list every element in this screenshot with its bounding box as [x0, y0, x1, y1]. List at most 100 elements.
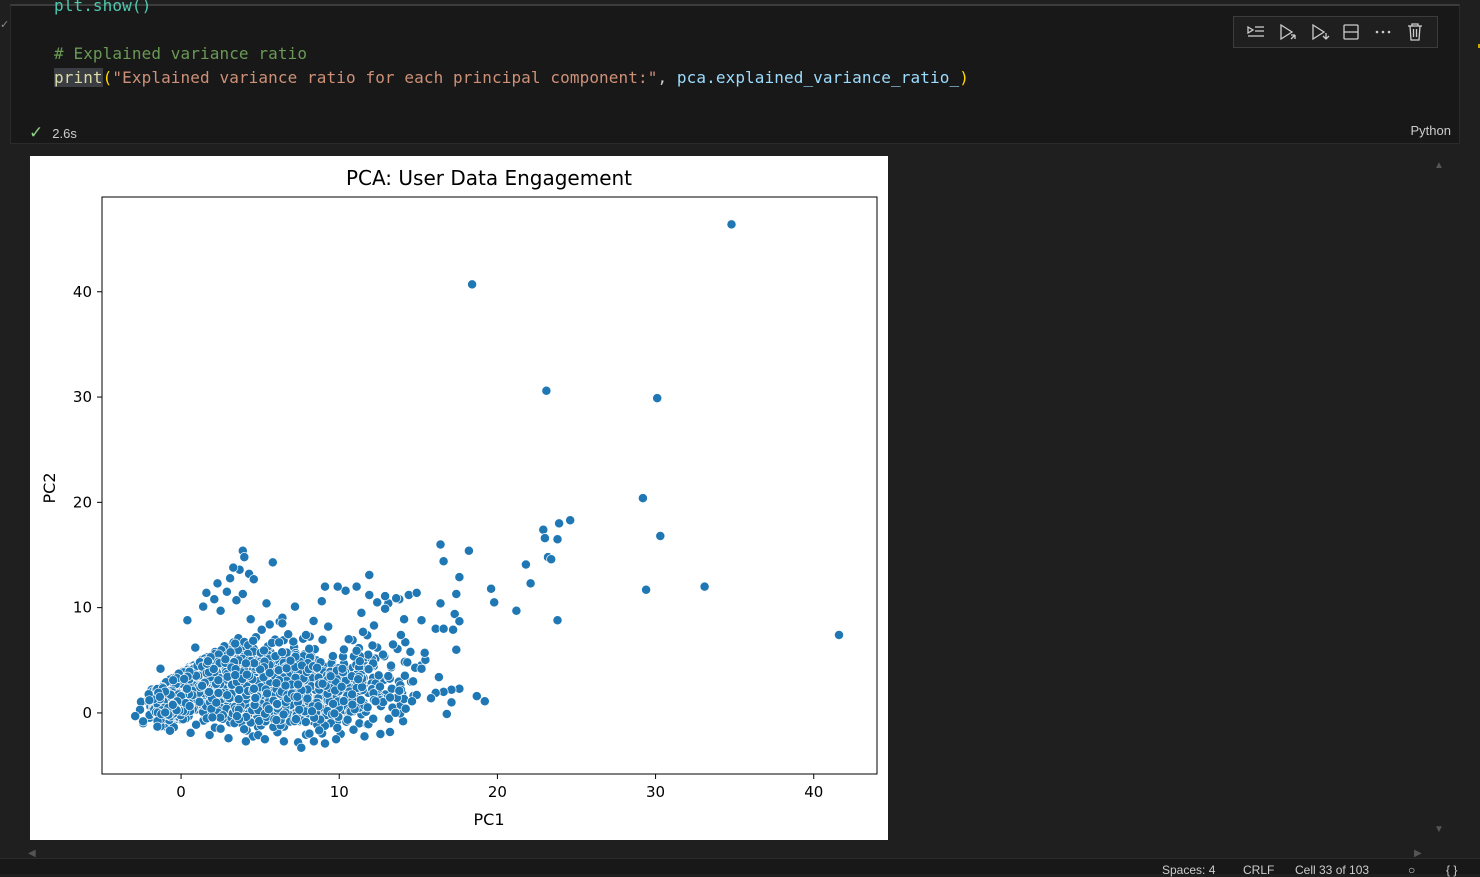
scatter-point	[160, 707, 171, 718]
scatter-point	[316, 596, 327, 607]
scatter-point	[385, 727, 395, 737]
scatter-point	[405, 646, 416, 657]
scatter-point	[378, 649, 388, 660]
scatter-point	[264, 619, 275, 630]
scatter-point	[454, 572, 465, 583]
delete-cell-icon[interactable]	[1403, 20, 1427, 44]
scatter-point	[230, 638, 241, 649]
execute-above-icon[interactable]	[1244, 20, 1268, 44]
scroll-right-arrow-icon[interactable]: ▶	[1414, 848, 1422, 859]
scatter-point	[355, 695, 366, 705]
code-line-comment: # Explained variance ratio	[54, 44, 308, 63]
kernel-language[interactable]: Python	[1410, 123, 1451, 138]
scatter-point	[416, 663, 427, 674]
scatter-point	[726, 219, 737, 230]
scatter-point	[338, 696, 349, 707]
scroll-up-arrow-icon[interactable]: ▲	[1434, 160, 1444, 171]
scatter-point	[332, 581, 343, 592]
cell-position-status[interactable]: Cell 33 of 103	[1295, 863, 1370, 877]
scatter-point	[184, 701, 195, 712]
scatter-point	[293, 679, 304, 690]
scatter-point	[699, 581, 710, 592]
scatter-point	[451, 644, 462, 655]
scatter-point	[539, 533, 550, 544]
scatter-point	[209, 594, 220, 605]
scatter-point	[383, 713, 394, 724]
code-cell[interactable]: plt.show() # Explained variance ratio pr…	[10, 0, 1460, 144]
braces-icon[interactable]: { }	[1446, 863, 1458, 877]
y-tick-label: 10	[73, 599, 92, 617]
scatter-point	[197, 680, 208, 691]
code-line-print: print("Explained variance ratio for each…	[54, 68, 969, 87]
scatter-point	[331, 734, 342, 745]
scatter-point	[467, 279, 478, 290]
scatter-point	[329, 708, 340, 719]
scatter-point	[652, 393, 663, 404]
scatter-point	[399, 614, 410, 625]
scatter-point	[215, 723, 226, 734]
scatter-point	[364, 570, 375, 580]
scatter-point	[395, 630, 406, 640]
x-axis-label: PC1	[474, 810, 505, 829]
scatter-point	[541, 385, 552, 396]
scatter-point	[449, 609, 460, 619]
scatter-point	[351, 581, 362, 592]
execute-cell-below-icon[interactable]	[1276, 20, 1300, 44]
scatter-point	[362, 702, 373, 713]
eol-status[interactable]: CRLF	[1243, 863, 1275, 877]
scatter-point	[168, 675, 179, 686]
scroll-down-arrow-icon[interactable]: ▼	[1434, 824, 1444, 835]
y-tick-label: 40	[73, 283, 92, 301]
scatter-point	[370, 696, 381, 707]
scatter-point	[300, 717, 311, 727]
more-actions-icon[interactable]	[1371, 20, 1395, 44]
scatter-point	[152, 721, 163, 732]
scatter-point	[240, 658, 251, 669]
points-layer	[130, 219, 844, 753]
scatter-point	[380, 591, 391, 602]
scatter-point	[144, 695, 155, 706]
scatter-point	[267, 557, 278, 568]
indentation-status[interactable]: Spaces: 4	[1162, 863, 1216, 877]
scatter-point	[411, 587, 422, 598]
scatter-point	[277, 647, 288, 658]
left-gutter-mark: ✓	[0, 19, 10, 31]
cell-toolbar	[1233, 16, 1438, 48]
scatter-point	[261, 598, 272, 609]
scatter-point	[241, 669, 252, 680]
scatter-point	[347, 689, 358, 700]
scatter-point	[637, 493, 648, 504]
scroll-left-arrow-icon[interactable]: ◀	[28, 848, 36, 859]
scatter-point	[338, 644, 349, 655]
scatter-point	[221, 586, 232, 597]
scatter-point	[182, 683, 192, 694]
scatter-point	[278, 736, 289, 747]
split-cell-icon[interactable]	[1339, 20, 1363, 44]
scatter-point	[834, 630, 844, 640]
scatter-point	[213, 675, 224, 686]
scatter-point	[288, 636, 299, 647]
scatter-point	[554, 518, 565, 529]
scatter-point	[655, 531, 666, 541]
scatter-point	[228, 562, 239, 573]
scatter-point	[486, 583, 497, 594]
scatter-point	[375, 729, 386, 739]
scatter-point	[211, 697, 222, 708]
scatter-point	[308, 736, 319, 747]
print-keyword: print	[54, 68, 103, 87]
y-axis-label: PC2	[40, 473, 59, 504]
scatter-point	[489, 597, 500, 608]
scatter-point	[208, 664, 219, 674]
scatter-point	[454, 616, 465, 627]
scatter-point	[448, 624, 459, 635]
scatter-point	[391, 593, 402, 604]
scatter-point	[230, 670, 241, 681]
scatter-point	[380, 603, 391, 614]
scatter-point	[525, 578, 536, 589]
scatter-point	[237, 589, 248, 599]
notification-bell-icon[interactable]: ○	[1408, 863, 1416, 877]
run-and-below-icon[interactable]	[1308, 20, 1332, 44]
scatter-point	[426, 693, 436, 704]
scatter-point	[328, 698, 339, 709]
scatter-point	[271, 678, 282, 689]
